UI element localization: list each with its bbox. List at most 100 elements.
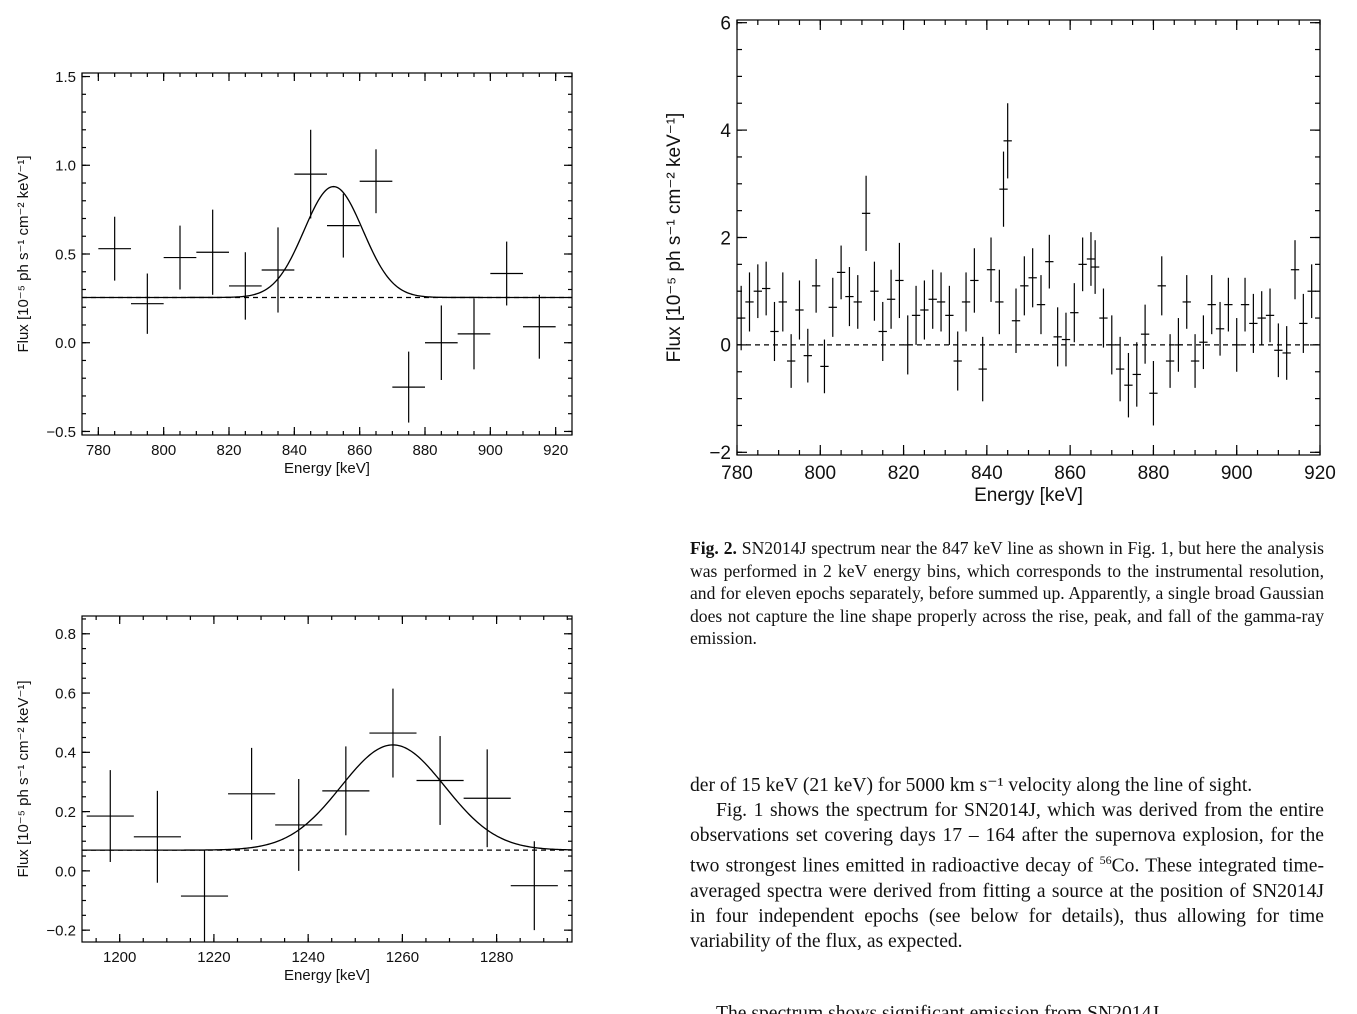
data-point bbox=[1028, 248, 1037, 308]
data-point bbox=[1299, 293, 1308, 353]
y-tick-label: 0.8 bbox=[55, 626, 76, 643]
data-point bbox=[970, 248, 979, 313]
data-point bbox=[1232, 318, 1241, 372]
data-point bbox=[392, 351, 425, 423]
data-point bbox=[886, 269, 896, 329]
y-tick-label: 0 bbox=[720, 336, 731, 357]
data-point bbox=[928, 269, 937, 329]
x-tick-label: 1280 bbox=[480, 949, 513, 966]
data-point bbox=[228, 747, 276, 840]
body-paragraph-2-start: Fig. 1 shows the spectrum for SN2014J, w… bbox=[690, 800, 1324, 877]
data-point bbox=[275, 779, 323, 871]
fig1-847kev-spectrum-plot: 780 800 820 840 860 880 900 920 −0.5 0.0 0.5 1.0 1.5… bbox=[15, 69, 573, 477]
data-point bbox=[180, 850, 229, 942]
data-point bbox=[1282, 326, 1291, 380]
x-axis-label: Energy [keV] bbox=[974, 485, 1083, 506]
figure-caption-label: Fig. 2. bbox=[690, 538, 737, 558]
data-point bbox=[986, 237, 996, 302]
data-point bbox=[1307, 264, 1316, 319]
data-point bbox=[1274, 323, 1283, 378]
x-tick-label: 880 bbox=[1138, 463, 1170, 484]
x-tick-label: 900 bbox=[478, 442, 503, 459]
data-point bbox=[895, 242, 904, 319]
data-point bbox=[294, 129, 327, 219]
body-paragraph-2: Fig. 1 shows the spectrum for SN2014J, w… bbox=[690, 798, 1324, 954]
data-point bbox=[945, 285, 954, 345]
data-point bbox=[861, 175, 871, 251]
fig2-847kev-2kev-bins-plot: 780 800 820 840 860 880 900 920 −2 0 2 4 6 Energy [ke… bbox=[664, 14, 1336, 506]
data-point bbox=[425, 305, 458, 380]
y-tick-label: −2 bbox=[709, 443, 731, 464]
data-point bbox=[1099, 288, 1108, 348]
y-tick-label: −0.5 bbox=[46, 424, 76, 441]
figure-caption-text: SN2014J spectrum near the 847 keV line a… bbox=[690, 538, 1324, 649]
data-point bbox=[510, 841, 558, 931]
data-point bbox=[457, 298, 491, 370]
data-point bbox=[1011, 288, 1021, 353]
x-tick-label: 880 bbox=[412, 442, 437, 459]
data-point bbox=[936, 272, 946, 332]
data-point bbox=[803, 328, 812, 383]
data-point bbox=[1265, 288, 1275, 343]
data-point bbox=[778, 272, 787, 332]
gaussian-fit-curve bbox=[82, 744, 573, 851]
data-point bbox=[131, 273, 164, 334]
x-tick-label: 800 bbox=[804, 463, 836, 484]
y-tick-label: 0.2 bbox=[55, 804, 76, 821]
data-point bbox=[369, 688, 417, 778]
data-point bbox=[1061, 312, 1071, 367]
data-point bbox=[1036, 275, 1046, 335]
data-point bbox=[820, 339, 829, 394]
body-paragraph-2-end: . These integrated time-averaged spectra… bbox=[690, 855, 1324, 952]
y-tick-label: −0.2 bbox=[46, 923, 76, 940]
x-tick-label: 860 bbox=[347, 442, 372, 459]
y-tick-label: 1.5 bbox=[55, 69, 76, 86]
data-point bbox=[1240, 277, 1250, 332]
data-point bbox=[836, 245, 846, 300]
data-point bbox=[920, 280, 929, 340]
data-point bbox=[133, 790, 181, 883]
data-point bbox=[978, 336, 987, 402]
x-tick-label: 1260 bbox=[386, 949, 419, 966]
x-tick-label: 820 bbox=[216, 442, 241, 459]
y-tick-label: 6 bbox=[720, 14, 731, 35]
data-point bbox=[359, 149, 393, 214]
x-tick-label: 1200 bbox=[103, 949, 136, 966]
y-axis-label: Flux [10⁻⁵ ph s⁻¹ cm⁻² keV⁻¹] bbox=[15, 155, 32, 352]
data-point bbox=[1174, 318, 1183, 372]
plot-frame bbox=[81, 615, 573, 943]
isotope-mass-number: 56 bbox=[1099, 853, 1112, 867]
data-point bbox=[1132, 342, 1141, 407]
data-point bbox=[845, 267, 854, 327]
y-tick-label: 0.0 bbox=[55, 863, 76, 880]
body-text: der of 15 keV (21 keV) for 5000 km s⁻¹ v… bbox=[690, 773, 1324, 954]
data-point bbox=[1224, 277, 1233, 332]
data-point bbox=[786, 334, 796, 388]
data-point bbox=[1257, 291, 1266, 345]
x-tick-label: 780 bbox=[721, 463, 753, 484]
data-point bbox=[1190, 334, 1200, 388]
x-tick-label: 900 bbox=[1221, 463, 1253, 484]
data-point bbox=[1290, 240, 1300, 300]
data-point bbox=[1149, 361, 1158, 426]
body-paragraph-1: der of 15 keV (21 keV) for 5000 km s⁻¹ v… bbox=[690, 775, 1253, 796]
x-tick-label: 780 bbox=[86, 442, 111, 459]
x-tick-label: 840 bbox=[282, 442, 307, 459]
data-point bbox=[490, 241, 523, 306]
data-point bbox=[1045, 234, 1054, 289]
figure-caption: Fig. 2. SN2014J spectrum near the 847 ke… bbox=[690, 537, 1324, 650]
data-point bbox=[1124, 352, 1133, 418]
data-point bbox=[1107, 315, 1116, 375]
x-axis-label: Energy [keV] bbox=[284, 967, 370, 984]
data-point bbox=[463, 749, 511, 848]
gaussian-fit-curve bbox=[82, 185, 572, 299]
data-point bbox=[903, 315, 912, 375]
data-point bbox=[1090, 240, 1100, 294]
data-point bbox=[1020, 256, 1029, 316]
data-point bbox=[737, 285, 746, 351]
y-tick-label: 0.0 bbox=[55, 335, 76, 352]
data-point bbox=[416, 736, 464, 825]
data-point bbox=[811, 258, 821, 313]
data-point bbox=[745, 272, 754, 332]
x-tick-label: 1240 bbox=[291, 949, 324, 966]
